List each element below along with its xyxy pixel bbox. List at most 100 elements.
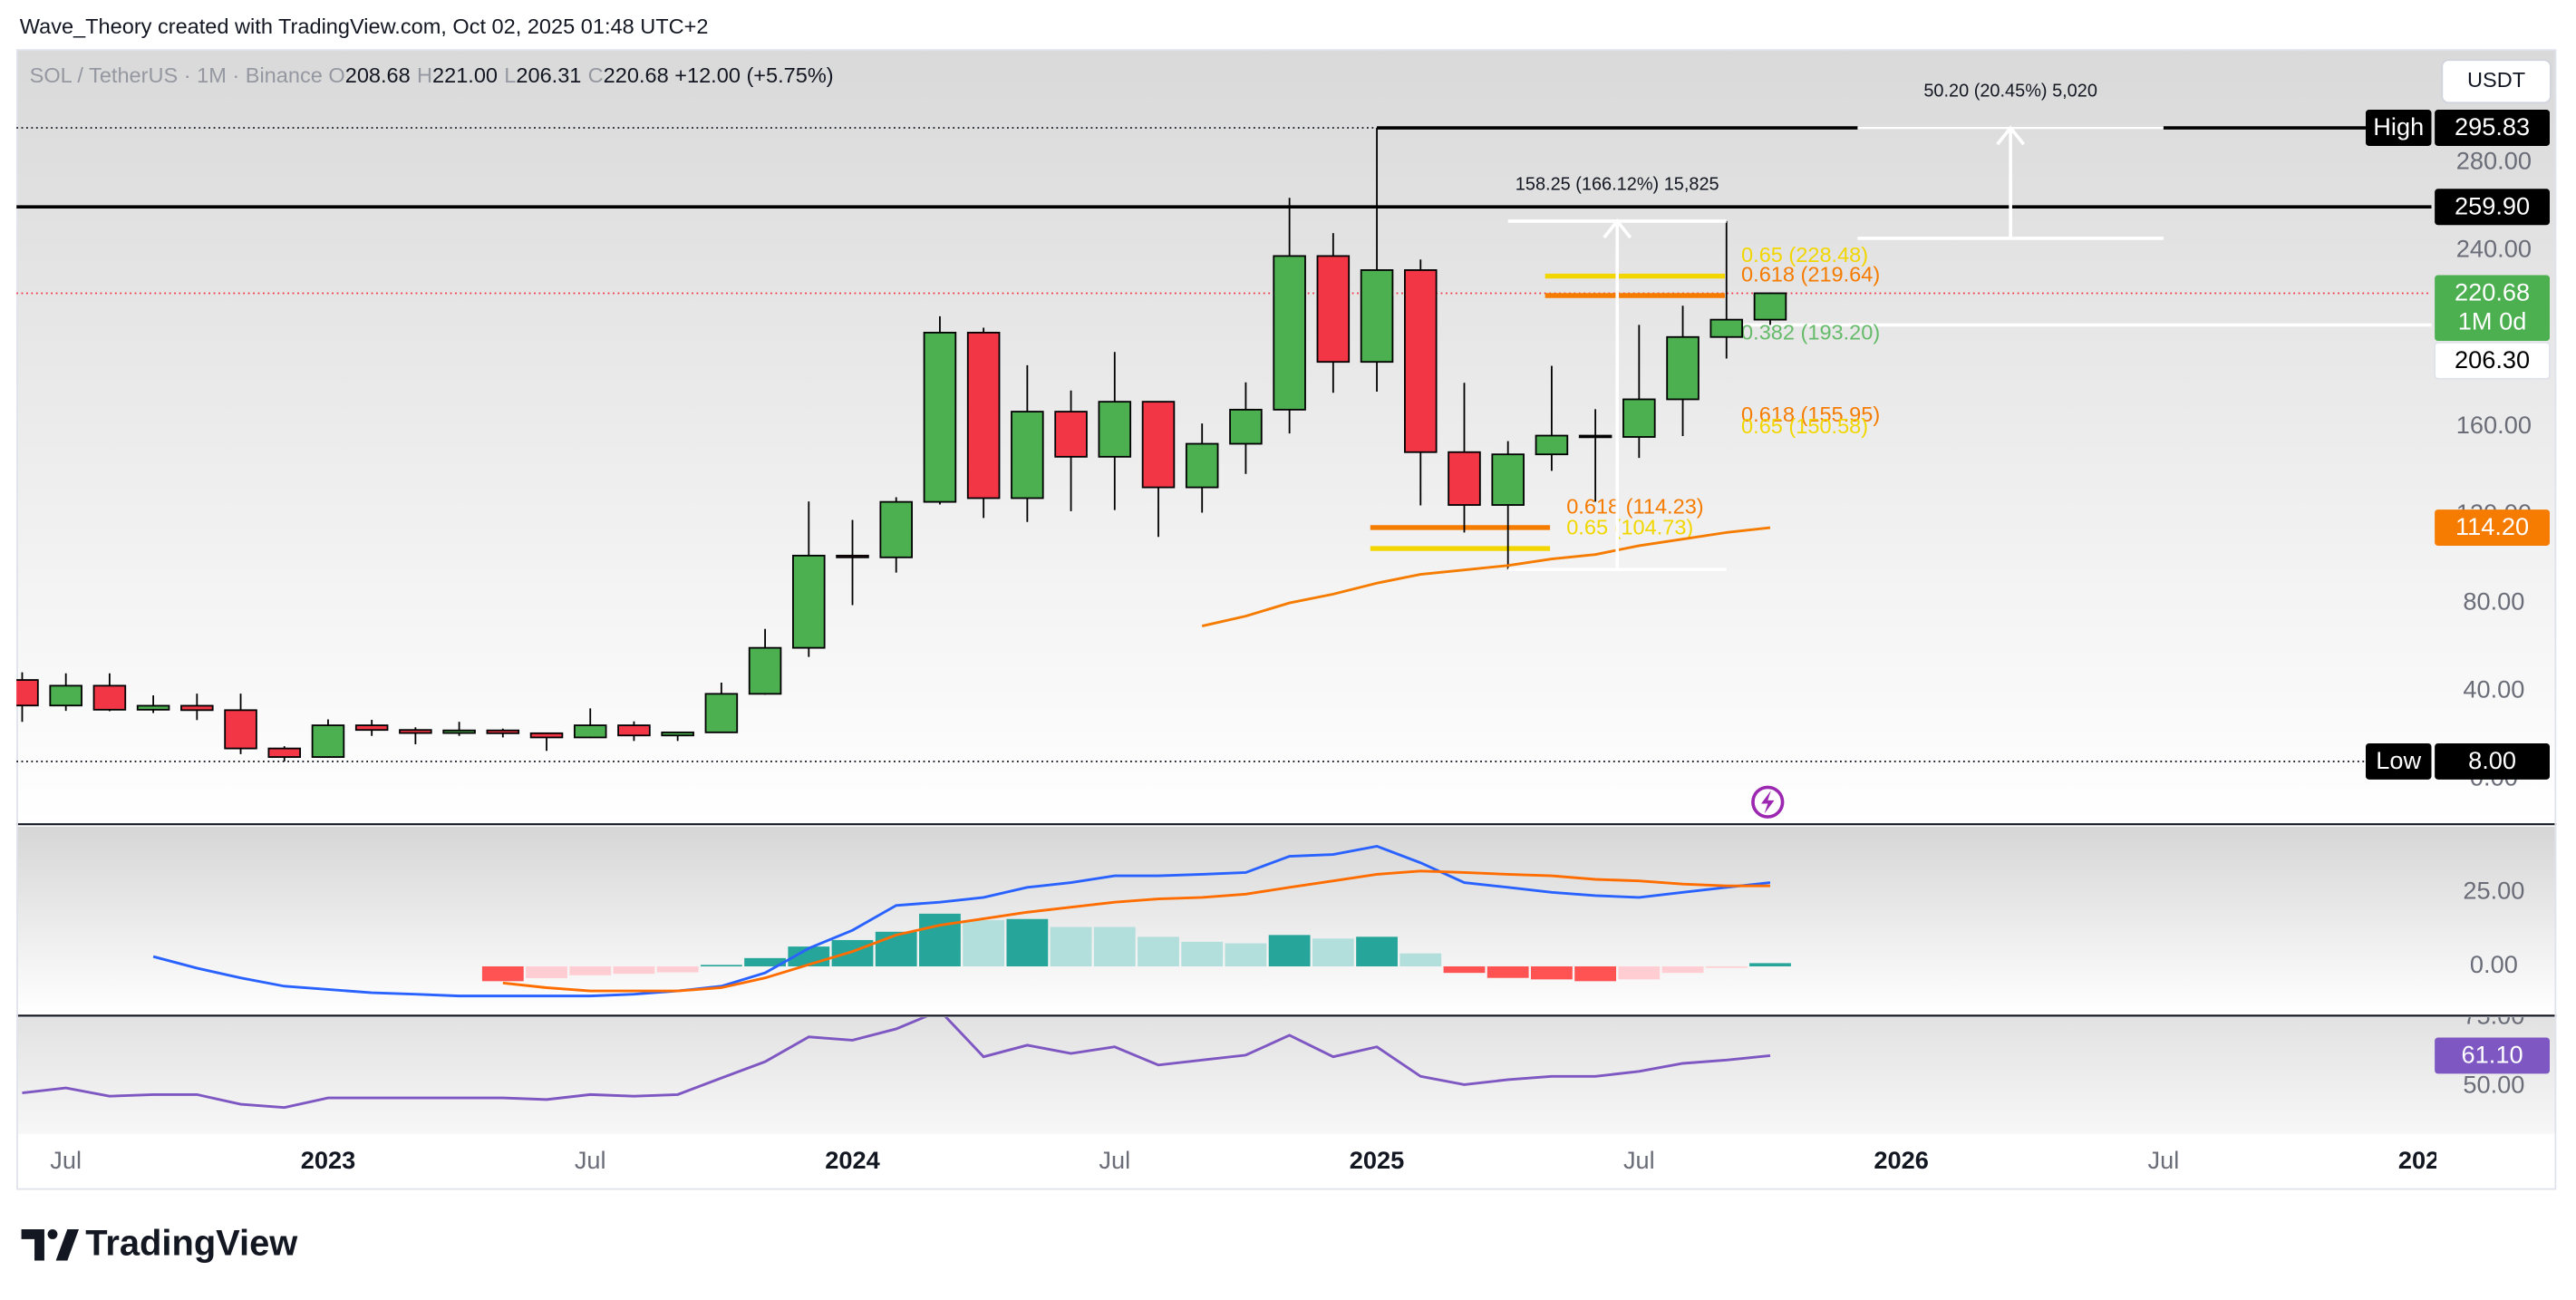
indicator-line xyxy=(502,869,1770,993)
x-tick-label: 2024 xyxy=(825,1146,879,1174)
candle-body xyxy=(923,331,957,503)
fib-label: 0.382 (193.20) xyxy=(1741,321,1880,344)
candle-body xyxy=(879,500,913,558)
candle-body xyxy=(136,704,170,711)
histogram-bar xyxy=(481,965,524,982)
histogram-bar xyxy=(526,965,567,979)
candle-body xyxy=(1098,401,1132,458)
candle-body xyxy=(1360,269,1394,364)
ohlc-key: O xyxy=(328,63,344,87)
price-tag-label: 114.20 xyxy=(2455,512,2529,540)
candle-body xyxy=(1273,255,1306,411)
price-tag xyxy=(2435,275,2550,342)
candle-body xyxy=(1404,269,1438,453)
histogram-bar xyxy=(656,965,699,973)
candle-body xyxy=(617,724,651,737)
candle-body xyxy=(1491,453,1525,506)
tradingview-logo[interactable]: TradingView xyxy=(21,1224,299,1264)
candle-body xyxy=(1578,434,1612,439)
histogram-bar xyxy=(1399,953,1442,966)
candle-body xyxy=(661,731,694,737)
histogram-bar xyxy=(744,957,786,966)
histogram-bar xyxy=(1050,926,1092,966)
candle-body xyxy=(792,554,826,649)
ohlc: O208.68 H221.00 L206.31 C220.68 xyxy=(328,63,668,87)
price-tag-label: 206.30 xyxy=(2455,345,2530,374)
histogram-bar xyxy=(1225,943,1267,966)
currency-button[interactable] xyxy=(2441,59,2552,104)
candle-body xyxy=(49,684,82,707)
fib-label: 0.618 (155.95) xyxy=(1741,403,1880,426)
histogram-bar xyxy=(1749,963,1791,966)
candle-body xyxy=(1448,451,1481,506)
price-tag-sub: 1M 0d xyxy=(2458,306,2527,335)
histogram-bar xyxy=(875,931,917,966)
price-tag xyxy=(2435,509,2550,546)
x-tick-label: Jul xyxy=(2148,1146,2180,1174)
x-tick-label: 2023 xyxy=(301,1146,355,1174)
histogram-bar xyxy=(1181,941,1224,966)
candle-body xyxy=(748,646,782,695)
price-badge-label: Low xyxy=(2376,746,2421,774)
symbol: SOL / TetherUS · 1M · Binance xyxy=(30,63,323,87)
y-tick-label: 50.00 xyxy=(2463,1070,2524,1098)
indicator-line xyxy=(1201,526,1771,628)
x-tick-label: 2026 xyxy=(1874,1146,1928,1174)
main-pane: 0.65 (228.48)0.618 (219.64) 0.382 (193.20… xyxy=(16,81,2432,762)
candle-body xyxy=(704,693,739,733)
currency[interactable]: USDT xyxy=(2467,68,2525,92)
histogram-bar xyxy=(569,965,612,975)
main-pane-bg xyxy=(16,49,2557,822)
histogram-bar xyxy=(1093,926,1136,966)
x-tick-label: Jul xyxy=(1623,1146,1655,1174)
indicator-line xyxy=(22,1017,1771,1110)
ohlc-key: H xyxy=(417,63,432,87)
histogram-bar xyxy=(1356,936,1398,966)
y-tick-label: 280.00 xyxy=(2456,147,2532,175)
fib-label: 0.65 (104.73) xyxy=(1566,515,1693,538)
y-tick-label: 0.00 xyxy=(2470,950,2518,978)
candle-body xyxy=(1011,411,1044,500)
histogram-bar xyxy=(1618,965,1661,980)
candle-body xyxy=(311,724,345,758)
x-tick-label: Jul xyxy=(1099,1146,1130,1174)
candle-body xyxy=(180,704,214,712)
histogram-bar xyxy=(1574,965,1617,982)
candle-body xyxy=(1054,411,1088,458)
y-tick-label: 25.00 xyxy=(2463,877,2524,905)
measure-label: 50.20 (20.45%) 5,020 xyxy=(1923,81,2097,101)
histogram-bar xyxy=(919,913,961,966)
symbol-legend: SOL / TetherUS · 1M · Binance O208.68 H22… xyxy=(30,63,834,87)
rsi-axis: 75.00 50.00 xyxy=(2463,1017,2524,1098)
credit: Wave_Theory created with TradingView.com… xyxy=(20,15,709,38)
fib-label: 0.65 (150.58) xyxy=(1741,414,1868,438)
fib-label: 0.618 (114.23) xyxy=(1566,494,1703,518)
brand[interactable]: TradingView xyxy=(85,1224,298,1264)
price-tag xyxy=(2434,341,2551,380)
x-tick-label: Jul xyxy=(50,1146,82,1174)
change: +12.00 (+5.75%) xyxy=(674,63,833,87)
alert-icon[interactable] xyxy=(1751,785,1785,819)
candle-body xyxy=(354,724,389,732)
arrow-head xyxy=(1996,125,2026,146)
candle-body xyxy=(1622,398,1656,438)
ohlc-value: 220.68 xyxy=(604,63,669,87)
candle-body xyxy=(836,554,869,558)
price-tag xyxy=(2435,742,2550,780)
price-tag xyxy=(2435,189,2550,226)
candle-body xyxy=(1709,318,1744,338)
histogram-bar xyxy=(1006,918,1049,966)
histogram-bar xyxy=(1661,965,1704,974)
price-tag-label: 259.90 xyxy=(2455,191,2530,219)
histogram-bar xyxy=(700,965,742,966)
macd-axis: 25.00 0.00 xyxy=(2463,877,2524,979)
macd-pane-bg xyxy=(16,826,2557,1014)
price-tag-label: 220.68 xyxy=(2455,278,2530,306)
histogram-bar xyxy=(613,965,655,975)
ohlc-key: C xyxy=(588,63,604,87)
chart-frame xyxy=(16,49,2557,1190)
price-tag-label: 8.00 xyxy=(2468,746,2516,774)
candle-body xyxy=(529,732,564,739)
